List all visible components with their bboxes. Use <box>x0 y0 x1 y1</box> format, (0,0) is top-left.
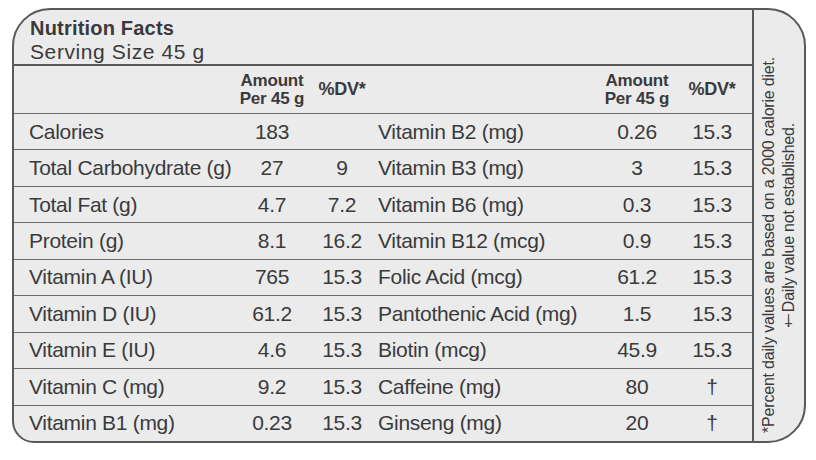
dv-column-header-left: %DV* <box>310 79 374 100</box>
nutrient-dv: 15.3 <box>672 229 752 253</box>
amount-header-line2: Per 45 g <box>234 90 310 108</box>
nutrient-dv: 15.3 <box>672 265 752 289</box>
nutrient-amount: 27 <box>234 156 310 180</box>
nutrient-name: Vitamin B3 (mg) <box>374 156 602 180</box>
nutrient-dv: 15.3 <box>310 375 374 399</box>
nutrient-rows: Calories183Vitamin B2 (mg)0.2615.3Total … <box>14 114 752 441</box>
nutrient-amount: 0.23 <box>234 411 310 435</box>
table-row: Vitamin A (IU)76515.3Folic Acid (mcg)61.… <box>14 260 752 296</box>
label-main-area: Nutrition Facts Serving Size 45 g Amount… <box>14 10 752 441</box>
nutrient-amount: 61.2 <box>602 265 672 289</box>
nutrient-dv: 15.3 <box>310 265 374 289</box>
amount-column-header-left: Amount Per 45 g <box>234 72 310 108</box>
nutrient-amount: 3 <box>602 156 672 180</box>
nutrient-amount: 183 <box>234 120 310 144</box>
nutrient-amount: 45.9 <box>602 338 672 362</box>
dv-column-header-right: %DV* <box>672 79 752 100</box>
nutrient-name: Vitamin B6 (mg) <box>374 193 602 217</box>
nutrient-amount: 4.7 <box>234 193 310 217</box>
nutrient-amount: 80 <box>602 375 672 399</box>
nutrient-dv: 16.2 <box>310 229 374 253</box>
table-row: Vitamin E (IU)4.615.3Biotin (mcg)45.915.… <box>14 333 752 369</box>
nutrient-name: Vitamin C (mg) <box>14 375 234 399</box>
nutrient-amount: 765 <box>234 265 310 289</box>
page: Nutrition Facts Serving Size 45 g Amount… <box>0 0 816 460</box>
label-title: Nutrition Facts <box>30 17 752 40</box>
nutrient-dv: 15.3 <box>672 156 752 180</box>
nutrient-amount: 1.5 <box>602 302 672 326</box>
nutrient-dv: † <box>672 375 752 399</box>
nutrient-dv: 15.3 <box>672 302 752 326</box>
nutrient-dv: 7.2 <box>310 193 374 217</box>
nutrient-dv: 15.3 <box>672 193 752 217</box>
table-row: Vitamin C (mg)9.215.3Caffeine (mg)80† <box>14 369 752 405</box>
nutrient-name: Caffeine (mg) <box>374 375 602 399</box>
nutrient-name: Vitamin E (IU) <box>14 338 234 362</box>
nutrient-dv: 15.3 <box>310 338 374 362</box>
nutrient-name: Folic Acid (mcg) <box>374 265 602 289</box>
nutrient-name: Biotin (mcg) <box>374 338 602 362</box>
amount-header-line1: Amount <box>234 72 310 90</box>
table-row: Vitamin B1 (mg)0.2315.3Ginseng (mg)20† <box>14 406 752 441</box>
table-row: Calories183 Vitamin B2 (mg)0.2615.3 <box>14 114 752 150</box>
nutrient-name: Vitamin B12 (mcg) <box>374 229 602 253</box>
nutrient-name: Protein (g) <box>14 229 234 253</box>
nutrient-amount: 4.6 <box>234 338 310 362</box>
nutrient-dv: 15.3 <box>672 120 752 144</box>
nutrition-facts-label: Nutrition Facts Serving Size 45 g Amount… <box>12 8 806 443</box>
footnote-percent-daily-values: *Percent daily values are based on a 200… <box>760 57 778 433</box>
nutrient-amount: 20 <box>602 411 672 435</box>
table-row: Vitamin D (IU)61.215.3Pantothenic Acid (… <box>14 296 752 332</box>
footnote-daily-value-not-established: †Daily value not established. <box>780 123 798 329</box>
nutrient-amount: 0.26 <box>602 120 672 144</box>
nutrient-name: Vitamin B2 (mg) <box>374 120 602 144</box>
nutrient-name: Vitamin B1 (mg) <box>14 411 234 435</box>
column-header-row: Amount Per 45 g %DV* Amount Per 45 g %DV… <box>14 66 752 114</box>
nutrient-name: Vitamin A (IU) <box>14 265 234 289</box>
nutrient-name: Vitamin D (IU) <box>14 302 234 326</box>
nutrient-dv: 15.3 <box>310 411 374 435</box>
table-row: Total Carbohydrate (g)279Vitamin B3 (mg)… <box>14 150 752 186</box>
footnote-column: *Percent daily values are based on a 200… <box>752 10 804 441</box>
amount-header-line2: Per 45 g <box>602 90 672 108</box>
nutrient-dv: † <box>672 411 752 435</box>
nutrient-amount: 8.1 <box>234 229 310 253</box>
nutrient-dv: 15.3 <box>310 302 374 326</box>
table-row: Total Fat (g)4.77.2Vitamin B6 (mg)0.315.… <box>14 187 752 223</box>
nutrient-name: Total Carbohydrate (g) <box>14 156 234 180</box>
serving-size: Serving Size 45 g <box>30 40 752 64</box>
nutrient-name: Total Fat (g) <box>14 193 234 217</box>
nutrient-name: Pantothenic Acid (mg) <box>374 302 602 326</box>
nutrient-amount: 0.9 <box>602 229 672 253</box>
nutrient-dv: 9 <box>310 156 374 180</box>
nutrient-amount: 9.2 <box>234 375 310 399</box>
table-row: Protein (g)8.116.2Vitamin B12 (mcg)0.915… <box>14 223 752 259</box>
nutrient-amount: 61.2 <box>234 302 310 326</box>
title-block: Nutrition Facts Serving Size 45 g <box>14 10 752 66</box>
nutrient-dv: 15.3 <box>672 338 752 362</box>
nutrient-name: Calories <box>14 120 234 144</box>
nutrient-amount: 0.3 <box>602 193 672 217</box>
amount-column-header-right: Amount Per 45 g <box>602 72 672 108</box>
nutrient-name: Ginseng (mg) <box>374 411 602 435</box>
amount-header-line1: Amount <box>602 72 672 90</box>
